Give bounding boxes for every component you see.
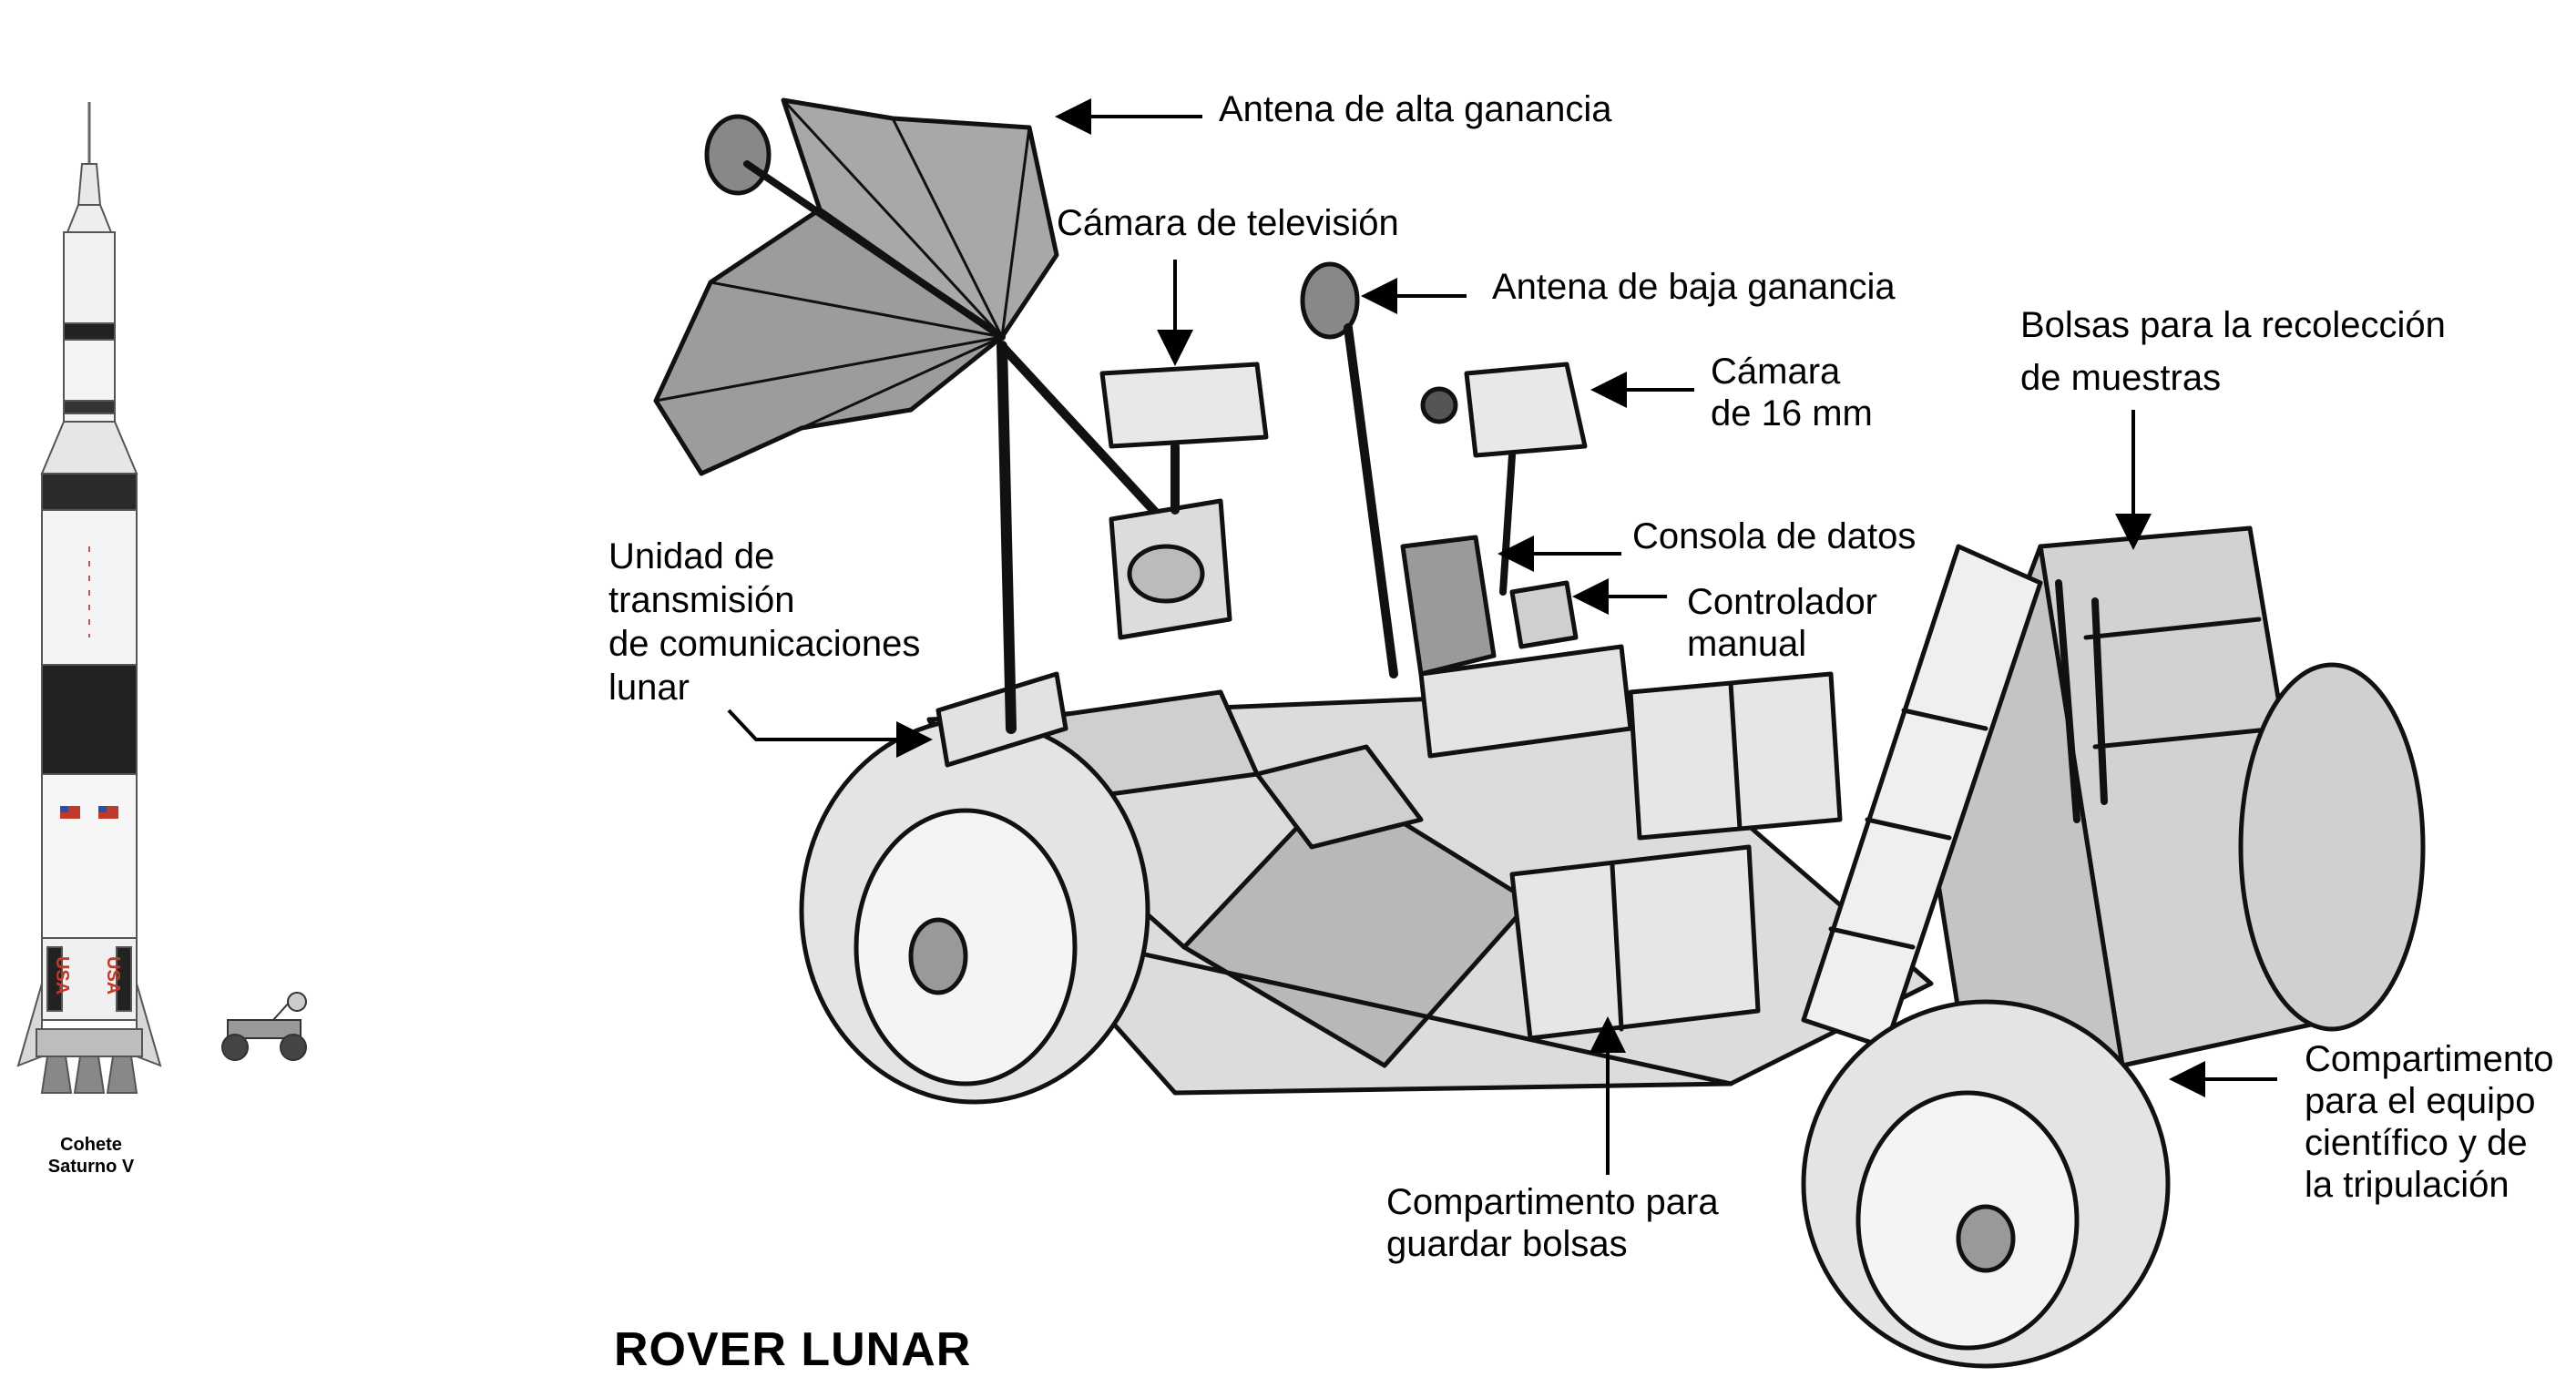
label-tv-camera: Cámara de televisión: [1057, 203, 1399, 243]
data-console: [1400, 535, 1497, 677]
label-bag-compartment: Compartimento para guardar bolsas: [1386, 1182, 1719, 1264]
rocket-marking-right: USA: [103, 956, 123, 994]
low-gain-antenna: [1300, 261, 1398, 678]
saturn-v-rocket: [16, 102, 162, 1094]
camera-16mm-unit: [1420, 362, 1588, 596]
tv-camera-unit: [1099, 362, 1269, 640]
label-data-console: Consola de datos: [1632, 516, 1917, 556]
bag-storage-box: [1509, 844, 1761, 1041]
antenna-mast: [997, 341, 1017, 734]
high-gain-antenna-dish: [653, 97, 1059, 476]
label-science-compartment: Compartimento para el equipo científico …: [2305, 1039, 2554, 1205]
label-sample-bags: Bolsas para la recolección de muestras: [2020, 305, 2446, 398]
rover-wheel-rear-right: [2238, 662, 2426, 1032]
comm-relay-unit: [935, 671, 1068, 768]
arrow-comm-relay-unit: [727, 709, 933, 758]
label-low-gain-antenna: Antena de baja ganancia: [1492, 267, 1896, 307]
diagram-title: ROVER LUNAR: [614, 1323, 972, 1376]
lunar-rover-illustration: [653, 97, 2426, 1369]
label-hand-controller: Controlador manual: [1687, 582, 1878, 664]
label-camera-16mm: Cámara de 16 mm: [1711, 352, 1873, 434]
rover-thumbnail: [221, 992, 307, 1061]
label-high-gain-antenna: Antena de alta ganancia: [1219, 89, 1612, 129]
hand-controller: [1509, 580, 1579, 649]
label-comm-relay-unit: Unidad de transmisión de comunicaciones …: [608, 536, 921, 708]
label-arrows: [727, 98, 2277, 1175]
rocket-caption: Cohete Saturno V: [47, 1135, 135, 1177]
rocket-marking-left: USA: [52, 956, 72, 994]
